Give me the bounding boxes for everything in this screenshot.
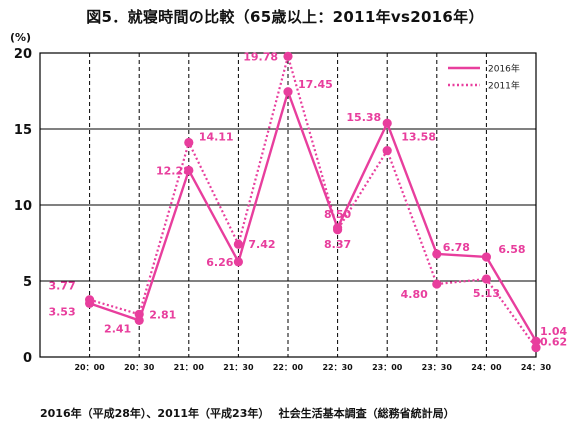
data-point [233,239,243,249]
data-point [233,257,243,267]
data-point [283,87,293,97]
data-point [432,249,442,259]
series-line-2011年 [89,55,537,349]
data-point [531,342,541,353]
y-tick-label: 5 [23,275,32,290]
x-tick-label: 24：30 [521,363,552,372]
y-tick-label: 0 [23,351,32,366]
data-point [134,315,144,325]
data-label: 0.62 [540,336,567,349]
data-label: 6.78 [443,241,470,254]
x-tick-label: 20：00 [74,363,105,372]
data-label: 13.58 [401,131,436,144]
data-label: 17.45 [298,78,333,91]
data-label: 15.38 [346,111,381,124]
data-label: 8.37 [324,238,351,251]
y-tick-label: 20 [14,47,32,62]
y-axis-unit: (%) [10,31,32,44]
x-tick-label: 21：30 [223,363,254,372]
data-point [432,279,442,289]
data-point [184,137,194,148]
data-point [382,145,392,156]
legend-label: 2016年 [488,63,520,75]
x-tick-label: 23：30 [422,363,453,372]
line-chart: 0 5 10 15 20 20：00 20：30 21：00 21：30 22：00 22：30 23… [14,47,568,372]
data-label: 3.77 [48,280,75,293]
data-labels: 3.77 3.53 2.41 2.81 12.28 14.11 6.26 7.42 19.78 1… [48,50,567,348]
data-label: 7.42 [248,238,275,251]
x-tick-label: 22：30 [322,363,353,372]
y-tick-label: 15 [14,123,32,138]
data-label: 2.41 [104,322,131,335]
x-tick-label: 22：00 [273,363,304,372]
legend-label: 2011年 [488,80,520,92]
data-point [184,165,194,175]
data-point [382,118,392,128]
data-label: 12.28 [156,164,191,177]
x-tick-label: 24：00 [471,363,502,372]
data-label: 14.11 [199,131,234,144]
x-tick-label: 23：00 [372,363,403,372]
data-label: 8.50 [324,208,351,221]
data-label: 6.26 [206,256,233,269]
data-label: 3.53 [48,305,75,318]
legend: 2016年 2011年 [448,63,520,92]
x-tick-label: 20：30 [124,363,155,372]
series-lines [85,51,541,353]
source-note: 2016年（平成28年）、2011年（平成23年） 社会生活基本調査（総務省統計… [40,407,455,420]
x-tick-label: 21：00 [174,363,205,372]
data-label: 5.13 [473,287,500,300]
grid [40,52,536,357]
data-point [481,274,491,284]
data-point [481,252,491,262]
data-label: 4.80 [401,288,428,301]
data-label: 2.81 [149,308,176,321]
chart-title: 図5．就寝時間の比較（65歳以上：2011年vs2016年） [86,8,484,26]
y-tick-label: 10 [14,199,32,214]
axes: 0 5 10 15 20 20：00 20：30 21：00 21：30 22：00 22：30 23… [14,47,552,372]
series-line-2016年 [89,90,538,342]
data-label: 6.58 [498,243,525,256]
data-label: 1.04 [540,325,567,338]
data-label: 19.78 [243,50,278,63]
data-point [333,223,343,233]
data-point [283,51,293,61]
data-point [85,298,95,308]
data-point [531,336,541,346]
